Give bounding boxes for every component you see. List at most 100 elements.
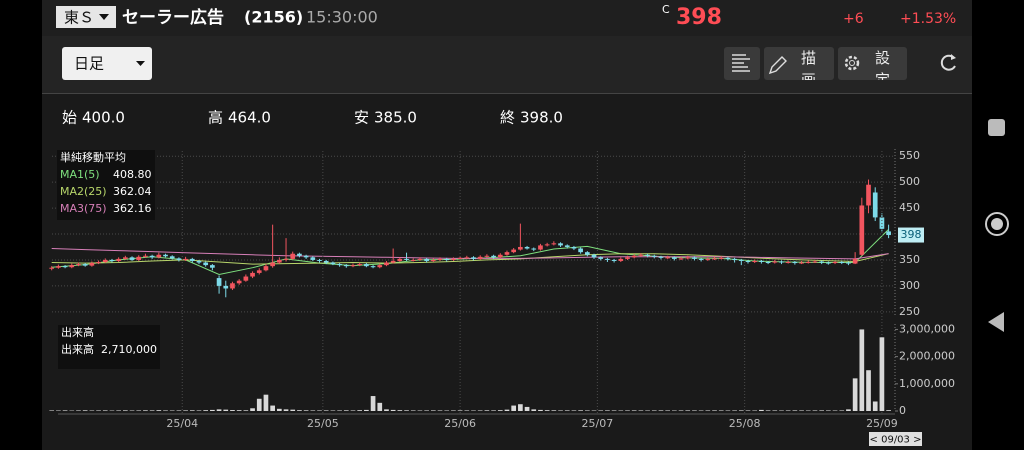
settings-button[interactable] — [838, 47, 907, 80]
stock-code: (2156) — [244, 8, 303, 27]
candle-body — [297, 253, 302, 256]
draw-button[interactable] — [764, 47, 834, 80]
volume-bar — [765, 410, 771, 411]
candle-body — [343, 265, 349, 267]
period-select[interactable] — [62, 47, 152, 80]
volume-bar — [236, 410, 242, 411]
candle-body — [203, 262, 209, 266]
volume-bar — [571, 410, 577, 411]
legend-value: 408.80 — [113, 168, 152, 181]
candle-body — [591, 254, 597, 258]
candle-body — [337, 264, 342, 266]
candle-body — [123, 257, 128, 259]
candle-body — [872, 192, 878, 218]
candle-body — [765, 262, 771, 264]
volume-bar — [692, 410, 697, 411]
price-mark: C — [662, 3, 670, 16]
candle-body — [638, 254, 644, 256]
pencil-icon — [768, 56, 787, 75]
volume-bar — [404, 410, 409, 411]
candle-body — [846, 262, 851, 264]
volume-bar — [464, 410, 470, 411]
candle-body — [370, 266, 376, 268]
candle-body — [484, 255, 490, 257]
volume-bar — [216, 409, 222, 411]
volume-bar — [611, 410, 617, 411]
legend-box — [57, 150, 155, 220]
volume-bar — [297, 410, 302, 411]
volume-bar — [310, 410, 316, 411]
recent-button[interactable] — [988, 119, 1005, 136]
candle-body — [785, 262, 791, 264]
candle-body — [464, 257, 470, 259]
volume-bar — [738, 410, 744, 411]
candle-body — [745, 260, 751, 263]
volume-bar — [76, 410, 81, 411]
candle-body — [725, 257, 731, 259]
volume-bar — [839, 410, 845, 411]
legend-value: 2,710,000 — [101, 343, 157, 356]
volume-bar — [678, 410, 684, 411]
y-tick-label: 300 — [899, 279, 920, 292]
ohlc-row: 始 400.0 高 464.0 安 385.0 終 398.0 — [62, 109, 563, 127]
candle-body — [598, 257, 604, 259]
candle-body — [685, 257, 691, 259]
volume-bar — [364, 409, 369, 411]
candle-body — [424, 258, 429, 261]
refresh-icon[interactable] — [940, 54, 956, 71]
volume-bar — [203, 410, 209, 411]
back-button[interactable] — [988, 312, 1004, 332]
ohlc-value: 398.0 — [520, 109, 563, 127]
candle-body — [357, 264, 363, 266]
candle-body — [136, 256, 142, 260]
volume-bar — [531, 409, 537, 411]
volume-bar — [210, 409, 215, 411]
candle-body — [859, 205, 865, 255]
candle-body — [678, 258, 684, 260]
volume-bar — [276, 408, 282, 411]
volume-bar — [390, 409, 396, 411]
volume-bar — [578, 410, 583, 411]
candle-body — [625, 257, 630, 259]
candle-body — [263, 266, 269, 271]
volume-bar — [524, 406, 530, 411]
candle-body — [605, 258, 610, 260]
candle-body — [210, 265, 215, 268]
volume-bar — [283, 409, 289, 411]
candle-body — [692, 257, 697, 259]
candle-body — [779, 261, 784, 263]
candle-body — [350, 265, 356, 267]
home-button[interactable] — [985, 212, 1009, 236]
market-select[interactable] — [56, 6, 116, 28]
candle-body — [471, 257, 476, 259]
stock-name: セーラー広告 — [122, 7, 224, 28]
candle-body — [732, 258, 737, 260]
ohlc-value: 464.0 — [228, 109, 271, 127]
candle-body — [290, 253, 296, 259]
y-tick-label: 250 — [899, 305, 920, 318]
volume-bar — [544, 410, 550, 411]
candle-body — [76, 264, 81, 266]
candle-body — [364, 264, 369, 267]
volume-bar — [430, 410, 436, 411]
volume-bar — [102, 410, 108, 411]
volume-bar — [886, 410, 891, 411]
candle-body — [618, 258, 624, 261]
x-tick-label: 25/09 — [866, 417, 898, 430]
volume-bar — [819, 410, 824, 411]
legend-name: MA2(25) — [60, 185, 107, 198]
candle-body — [310, 257, 316, 260]
volume-bar — [343, 410, 349, 411]
volume-bar — [303, 410, 309, 411]
cursor-tag — [869, 432, 922, 446]
volume-bar — [658, 410, 664, 411]
x-tick-label: 25/07 — [582, 417, 614, 430]
volume-bar — [799, 410, 804, 411]
volume-bar — [196, 410, 202, 411]
candle-body — [752, 260, 758, 263]
ohlc-value: 400.0 — [82, 109, 125, 127]
candle-body — [651, 255, 657, 257]
legend-value: 362.04 — [113, 185, 152, 198]
volume-bar — [846, 409, 851, 411]
volume-bar — [243, 410, 249, 411]
